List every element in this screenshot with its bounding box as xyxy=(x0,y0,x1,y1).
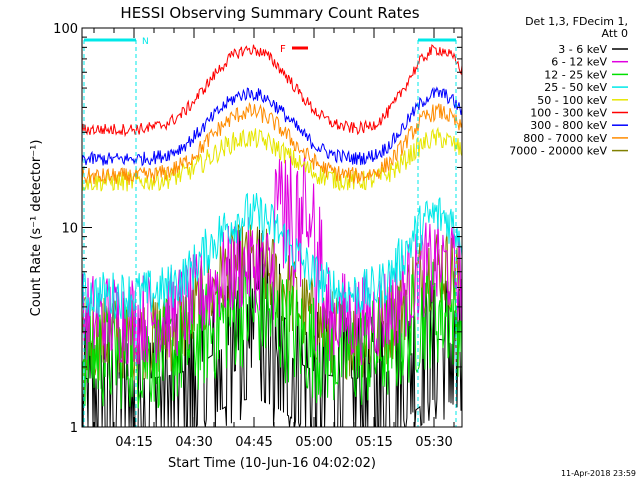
flare-marker-label: F xyxy=(280,44,286,55)
legend-entry-label: 7000 - 20000 keV xyxy=(509,145,607,158)
legend-entry-label: 800 - 7000 keV xyxy=(523,132,607,145)
axes-group: 1 10 100 04:15 04:30 04:45 05:00 05:15 05:30 xyxy=(53,22,462,450)
series-line-50_100keV xyxy=(81,126,463,192)
legend-header-line: Att 0 xyxy=(602,27,628,40)
legend-header-line: Det 1,3, FDecim 1, xyxy=(525,15,628,28)
series-line-300_800keV xyxy=(81,86,463,167)
x-tick-label: 05:15 xyxy=(355,435,392,450)
y-tick-label: 1 xyxy=(70,421,78,436)
plot-series-group xyxy=(81,44,463,428)
series-line-800_7000keV xyxy=(81,101,463,186)
series-line-100_300keV xyxy=(81,44,463,138)
y-axis-label: Count Rate (s⁻¹ detector⁻¹) xyxy=(29,140,44,317)
legend-entry-label: 25 - 50 keV xyxy=(544,81,607,94)
y-tick-label: 10 xyxy=(61,222,78,237)
footer-timestamp: 11-Apr-2018 23:59 xyxy=(561,469,636,478)
x-tick-label: 05:30 xyxy=(415,435,452,450)
chart-title: HESSI Observing Summary Count Rates xyxy=(120,4,419,22)
legend-entry-label: 50 - 100 keV xyxy=(537,94,607,107)
x-tick-label: 04:15 xyxy=(115,435,152,450)
y-tick-label: 100 xyxy=(53,22,78,37)
legend-entry-label: 6 - 12 keV xyxy=(551,56,607,69)
x-tick-label: 04:45 xyxy=(235,435,272,450)
night-marker-label: N xyxy=(142,37,149,47)
x-tick-label: 05:00 xyxy=(295,435,332,450)
legend-entry-label: 100 - 300 keV xyxy=(530,107,607,120)
series-line-25_50keV xyxy=(81,192,463,319)
overlay-group: NF xyxy=(83,37,457,427)
x-tick-label: 04:30 xyxy=(175,435,212,450)
legend-entry-label: 12 - 25 keV xyxy=(544,68,607,81)
series-line-6_12keV xyxy=(81,155,463,366)
legend-entry-label: 3 - 6 keV xyxy=(558,43,607,56)
x-axis-label: Start Time (10-Jun-16 04:02:02) xyxy=(168,456,376,471)
legend-entry-label: 300 - 800 keV xyxy=(530,119,607,132)
